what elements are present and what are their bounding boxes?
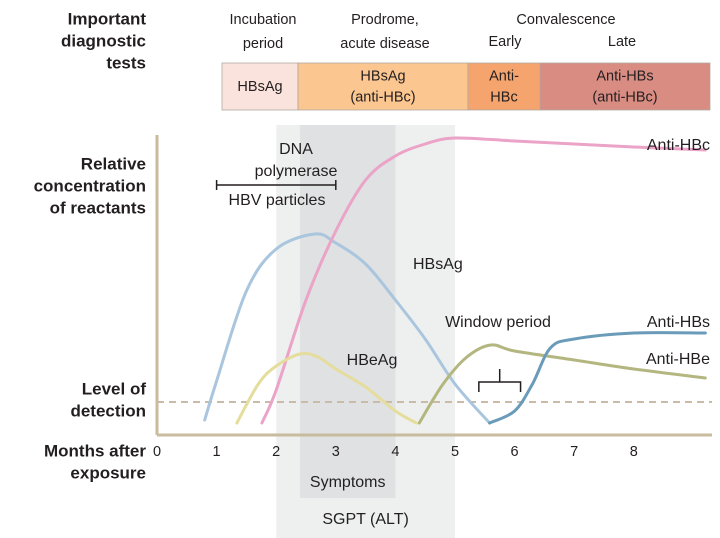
- test-label: (anti-HBc): [350, 89, 415, 105]
- phase-label: Convalescence: [516, 12, 615, 28]
- x-tick-label: 6: [511, 444, 519, 460]
- curve: [235, 351, 418, 425]
- test-box: [467, 62, 541, 111]
- curve: [488, 331, 707, 425]
- phase-label: period: [243, 36, 283, 52]
- x-tick-label: 7: [570, 444, 578, 460]
- bracket: [478, 369, 522, 392]
- row-label: exposure: [70, 463, 146, 482]
- x-tick-label: 3: [332, 444, 340, 460]
- row-label: of reactants: [50, 198, 146, 217]
- curve: [203, 232, 492, 425]
- test-label: Anti-: [489, 68, 519, 84]
- row-label: Months after: [44, 441, 146, 460]
- row-label: concentration: [34, 176, 146, 195]
- annotation: Window period: [445, 314, 551, 331]
- x-tick-label: 2: [272, 444, 280, 460]
- test-label: HBsAg: [360, 68, 405, 84]
- row-label: tests: [106, 53, 146, 72]
- curve-label: Anti-HBe: [646, 351, 710, 368]
- test-box: [539, 62, 711, 111]
- test-label: HBc: [490, 89, 517, 105]
- curve-label: Anti-HBs: [647, 314, 710, 331]
- phase-label: acute disease: [340, 36, 429, 52]
- phase-label: Late: [608, 34, 636, 50]
- row-label: Important: [68, 9, 147, 28]
- test-label: (anti-HBc): [592, 89, 657, 105]
- x-tick-label: 4: [391, 444, 399, 460]
- row-label: diagnostic: [61, 31, 146, 50]
- test-box: [297, 62, 469, 111]
- curve: [260, 136, 707, 425]
- annotation: HBV particles: [229, 192, 326, 209]
- curve-label: Anti-HBc: [647, 137, 710, 154]
- annotation: DNA: [279, 141, 313, 158]
- row-label: Level of: [82, 379, 147, 398]
- band-label: Symptoms: [310, 474, 386, 491]
- test-box: [221, 62, 299, 111]
- row-label: Relative: [81, 154, 146, 173]
- row-label: detection: [70, 401, 146, 420]
- band: [300, 125, 396, 498]
- annotation: polymerase: [255, 163, 338, 180]
- phase-label: Incubation: [230, 12, 297, 28]
- bracket: [215, 180, 337, 190]
- test-label: Anti-HBs: [596, 68, 653, 84]
- x-tick-label: 1: [213, 444, 221, 460]
- phase-label: Early: [488, 34, 522, 50]
- band-label: SGPT (ALT): [322, 511, 409, 528]
- phase-label: Prodrome,: [351, 12, 419, 28]
- x-tick-label: 8: [630, 444, 638, 460]
- curve-label: HBeAg: [347, 352, 398, 369]
- x-tick-label: 5: [451, 444, 459, 460]
- curve-label: HBsAg: [413, 256, 463, 273]
- x-tick-label: 0: [153, 444, 161, 460]
- curve: [417, 343, 707, 425]
- test-label: HBsAg: [237, 79, 282, 95]
